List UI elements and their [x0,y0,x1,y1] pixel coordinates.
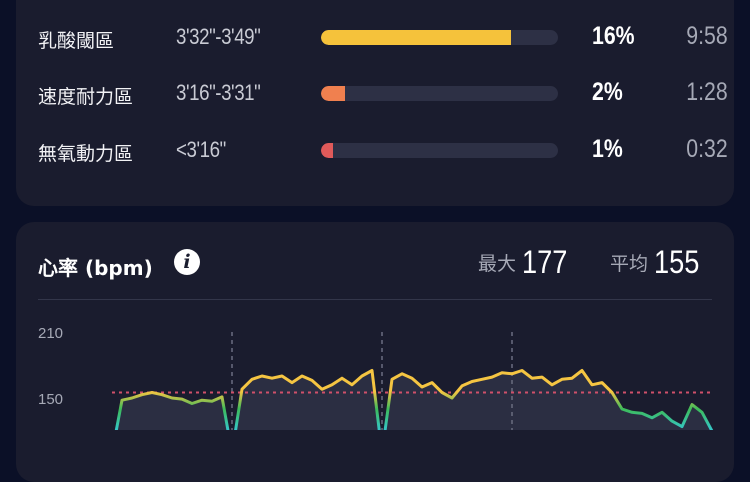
y-tick-label: 210 [38,325,63,342]
heart-rate-chart: 210 150 [0,0,750,430]
y-tick-label: 150 [38,391,63,408]
